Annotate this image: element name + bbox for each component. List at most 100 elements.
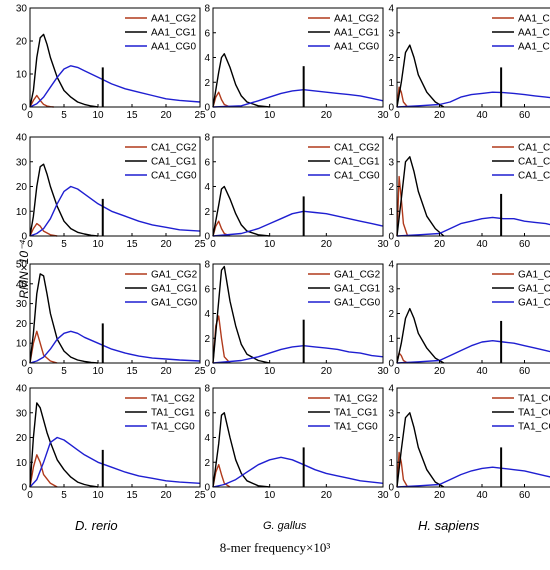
x-tick-label: 10 [264, 110, 276, 121]
x-tick-label: 20 [160, 239, 172, 250]
series-line-cg1 [29, 163, 99, 237]
x-tick-label: 0 [394, 239, 400, 250]
legend-label-cg0: AA1_CG0 [334, 42, 379, 53]
x-tick-label: 5 [61, 110, 67, 121]
y-tick-label: 2 [204, 78, 210, 89]
series-line-cg1 [212, 412, 270, 488]
y-tick-label: 1 [388, 207, 394, 218]
legend-label-cg1: CA1_CG1 [518, 157, 550, 168]
y-tick-label: 30 [16, 157, 28, 168]
y-tick-label: 40 [16, 384, 28, 395]
series-line-cg0 [212, 88, 384, 108]
x-tick-label: 10 [264, 239, 276, 250]
panel-0-0: 0 5 10 15 20 25 0 10 20 30 AA1_CG2 AA1_CG1 AA1_CG0 [16, 4, 206, 122]
series-line-cg2 [396, 451, 409, 488]
y-tick-label: 20 [16, 37, 28, 48]
panel-1-0: 0 5 10 15 20 25 0 10 20 30 40 CA1_CG2 CA1_CG1 CA1_CG0 [16, 133, 206, 251]
y-tick-label: 2 [204, 207, 210, 218]
legend-label-cg2: TA1_CG2 [334, 394, 378, 405]
y-tick-label: 4 [204, 53, 210, 64]
y-tick-label: 30 [16, 299, 28, 310]
y-tick-label: 4 [388, 384, 394, 395]
x-tick-label: 0 [27, 490, 33, 501]
x-tick-label: 10 [264, 366, 276, 377]
legend-label-cg2: CA1_CG2 [518, 143, 550, 154]
x-tick-label: 40 [476, 490, 488, 501]
series-line-cg2 [212, 220, 231, 237]
y-tick-label: 20 [16, 319, 28, 330]
x-tick-label: 10 [92, 490, 104, 501]
panel-1-1: 0 10 20 30 0 2 4 6 8 CA1_CG2 CA1_CG1 CA1_CG0 [204, 133, 389, 251]
y-tick-label: 3 [388, 28, 394, 39]
series-line-cg1 [29, 33, 99, 108]
x-tick-label: 0 [394, 366, 400, 377]
x-tick-label: 0 [27, 239, 33, 250]
y-tick-label: 4 [388, 260, 394, 271]
y-tick-label: 0 [21, 359, 27, 370]
y-tick-label: 4 [388, 4, 394, 15]
legend-label-cg1: CA1_CG1 [151, 157, 197, 168]
plot-frame [29, 7, 201, 108]
x-tick-label: 20 [434, 110, 446, 121]
x-tick-label: 20 [160, 490, 172, 501]
x-tick-label: 10 [92, 239, 104, 250]
x-tick-label: 0 [210, 110, 216, 121]
series-line-cg0 [396, 466, 550, 488]
y-tick-label: 8 [204, 260, 210, 271]
x-tick-label: 0 [210, 239, 216, 250]
x-tick-label: 15 [126, 110, 138, 121]
x-tick-label: 20 [321, 239, 333, 250]
species-label-d-rerio: D. rerio [75, 518, 118, 533]
legend-label-cg0: GA1_CG0 [334, 298, 381, 309]
y-tick-label: 10 [16, 458, 28, 469]
y-tick-label: 2 [388, 309, 394, 320]
y-tick-label: 1 [388, 78, 394, 89]
legend-label-cg0: GA1_CG0 [151, 298, 198, 309]
panel-3-1: 0 10 20 30 0 2 4 6 8 TA1_CG2 TA1_CG1 TA1_CG0 [204, 384, 389, 502]
x-tick-label: 60 [519, 110, 531, 121]
y-tick-label: 0 [388, 232, 394, 243]
legend-label-cg1: GA1_CG1 [151, 284, 198, 295]
y-tick-label: 0 [204, 232, 210, 243]
x-tick-label: 20 [434, 239, 446, 250]
y-tick-label: 1 [388, 334, 394, 345]
y-axis-label: RMN×10⁻⁴ [17, 239, 31, 299]
series-line-cg0 [396, 216, 550, 237]
x-tick-label: 15 [126, 490, 138, 501]
x-tick-label: 20 [160, 366, 172, 377]
y-tick-label: 40 [16, 133, 28, 144]
y-tick-label: 2 [388, 182, 394, 193]
y-tick-label: 3 [388, 408, 394, 419]
y-tick-label: 2 [388, 433, 394, 444]
legend-label-cg0: TA1_CG0 [151, 422, 195, 433]
legend-label-cg2: GA1_CG2 [151, 270, 198, 281]
legend-label-cg1: TA1_CG1 [334, 408, 378, 419]
legend-label-cg2: CA1_CG2 [151, 143, 197, 154]
y-tick-label: 2 [204, 334, 210, 345]
y-tick-label: 0 [21, 103, 27, 114]
legend-label-cg2: AA1_CG2 [334, 14, 379, 25]
y-tick-label: 6 [204, 28, 210, 39]
y-tick-label: 40 [16, 279, 28, 290]
x-tick-label: 40 [476, 110, 488, 121]
panel-2-0: 0 5 10 15 20 25 0 10 20 30 40 50 GA1_CG2 GA1_CG1 GA1_C… [16, 260, 206, 378]
legend-label-cg0: CA1_CG0 [151, 171, 197, 182]
y-tick-label: 0 [21, 483, 27, 494]
y-tick-label: 8 [204, 133, 210, 144]
x-tick-label: 20 [160, 110, 172, 121]
panel-3-0: 0 5 10 15 20 25 0 10 20 30 40 TA1_CG2 TA1_CG1 TA1_CG0 [16, 384, 206, 502]
y-tick-label: 1 [388, 458, 394, 469]
y-tick-label: 6 [204, 284, 210, 295]
series-line-cg1 [212, 53, 270, 108]
species-label-g-gallus: G. gallus [263, 520, 307, 532]
y-tick-label: 4 [204, 309, 210, 320]
x-tick-label: 0 [210, 490, 216, 501]
series-line-cg2 [29, 222, 58, 237]
y-tick-label: 0 [204, 103, 210, 114]
series-line-cg1 [212, 265, 270, 364]
x-tick-label: 20 [321, 490, 333, 501]
series-line-cg1 [212, 185, 270, 237]
series-line-cg2 [396, 86, 409, 108]
